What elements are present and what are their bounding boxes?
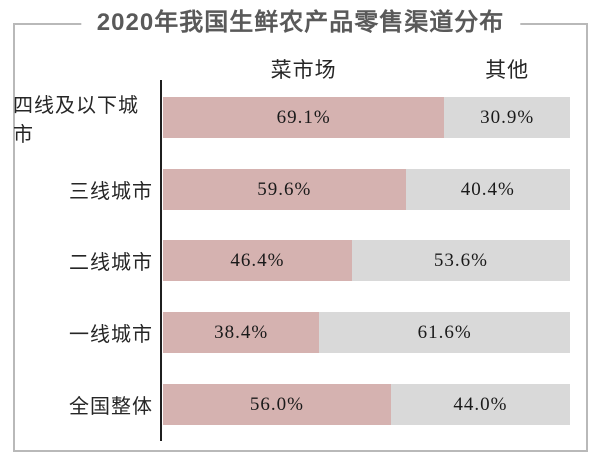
stacked-bar: 56.0% 44.0% — [163, 384, 570, 425]
y-axis-line — [160, 80, 162, 441]
bar-segment-qita: 30.9% — [444, 97, 570, 138]
stacked-bar: 69.1% 30.9% — [163, 97, 570, 138]
bar-segment-qita: 44.0% — [390, 384, 570, 425]
column-header-series-1: 其他 — [485, 59, 530, 82]
category-label: 三线城市 — [69, 181, 153, 203]
chart-title: 2020年我国生鲜农产品零售渠道分布 — [80, 2, 521, 37]
category-label: 四线及以下城市 — [13, 94, 139, 146]
bar-segment-caishichang: 59.6% — [163, 169, 406, 210]
bar-segment-caishichang: 56.0% — [163, 384, 391, 425]
bar-segment-qita: 53.6% — [351, 240, 570, 281]
bar-segment-qita: 40.4% — [405, 169, 570, 210]
bar-segment-caishichang: 38.4% — [163, 312, 320, 353]
stacked-bar: 46.4% 53.6% — [163, 240, 570, 281]
column-header-series-0: 菜市场 — [270, 59, 337, 82]
category-label: 二线城市 — [69, 252, 153, 274]
bar-segment-caishichang: 46.4% — [163, 240, 352, 281]
stacked-bar: 38.4% 61.6% — [163, 312, 570, 353]
category-label: 全国整体 — [69, 396, 153, 418]
stacked-bar: 59.6% 40.4% — [163, 169, 570, 210]
category-label: 一线城市 — [69, 324, 153, 346]
bar-segment-qita: 61.6% — [319, 312, 570, 353]
bar-segment-caishichang: 69.1% — [163, 97, 445, 138]
series-header-row: 菜市场 其他 — [163, 55, 570, 83]
